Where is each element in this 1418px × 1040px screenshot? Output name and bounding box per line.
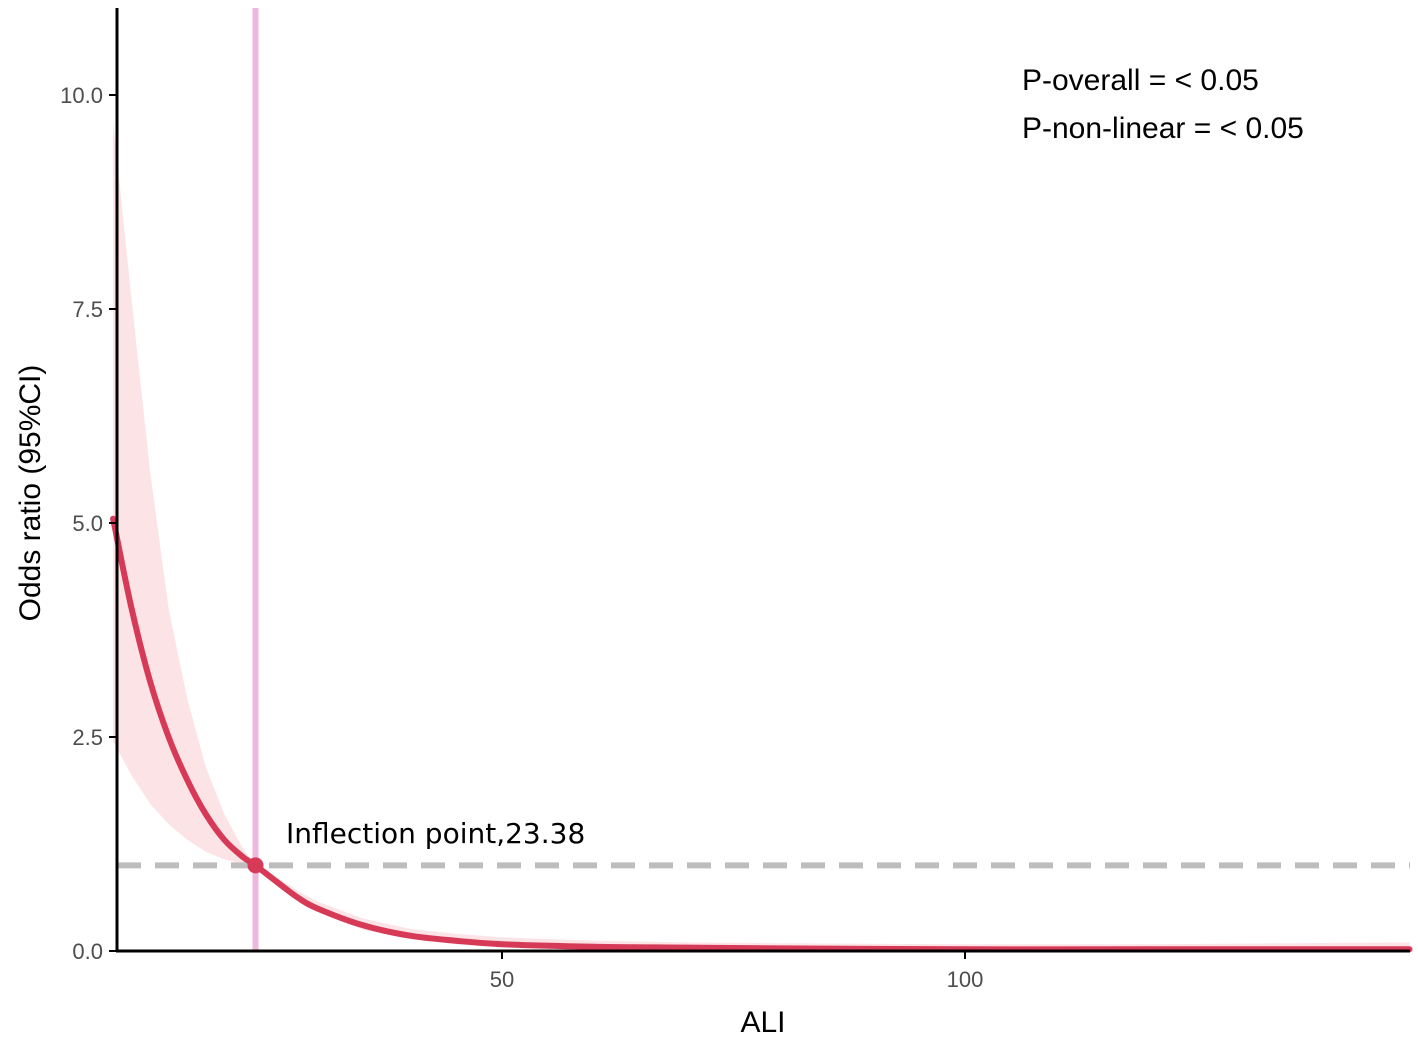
y-tick-label: 10.0 [60,83,103,108]
x-axis: 50 100 [116,949,1410,992]
y-axis-title: Odds ratio (95%CI) [14,365,47,622]
p-nonlinear-text: P-non-linear = < 0.05 [1022,112,1304,145]
y-tick-label: 2.5 [72,725,103,750]
y-axis: 0.0 2.5 5.0 7.5 10.0 [60,8,119,964]
y-tick-label: 0.0 [72,939,103,964]
inflection-point [247,857,264,874]
y-tick-label: 5.0 [72,511,103,536]
x-tick-label: 50 [490,967,514,992]
y-ticks: 0.0 2.5 5.0 7.5 10.0 [60,83,117,964]
x-tick-label: 100 [947,967,984,992]
x-ticks: 50 100 [490,951,984,992]
p-overall-text: P-overall = < 0.05 [1022,64,1259,97]
plot-area [110,8,1413,953]
inflection-label: Inflection point,23.38 [286,817,585,850]
or-curve [110,515,1413,953]
y-tick-label: 7.5 [72,297,103,322]
x-axis-title: ALI [740,1006,785,1039]
